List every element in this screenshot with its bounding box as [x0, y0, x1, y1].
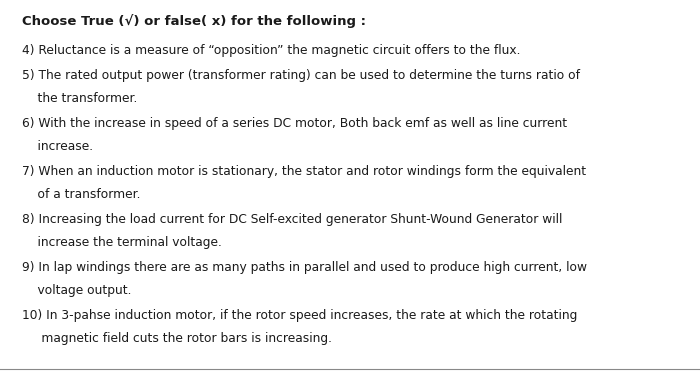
Text: of a transformer.: of a transformer. [22, 188, 141, 201]
Text: 7) When an induction motor is stationary, the stator and rotor windings form the: 7) When an induction motor is stationary… [22, 166, 586, 178]
Text: 9) In lap windings there are as many paths in parallel and used to produce high : 9) In lap windings there are as many pat… [22, 262, 587, 274]
Text: 10) In 3-pahse induction motor, if the rotor speed increases, the rate at which : 10) In 3-pahse induction motor, if the r… [22, 310, 578, 322]
Text: magnetic field cuts the rotor bars is increasing.: magnetic field cuts the rotor bars is in… [22, 332, 332, 345]
Text: 8) Increasing the load current for DC Self-excited generator Shunt-Wound Generat: 8) Increasing the load current for DC Se… [22, 213, 562, 227]
Text: increase.: increase. [22, 140, 93, 153]
Text: 6) With the increase in speed of a series DC motor, Both back emf as well as lin: 6) With the increase in speed of a serie… [22, 118, 567, 130]
Text: 5) The rated output power (transformer rating) can be used to determine the turn: 5) The rated output power (transformer r… [22, 69, 580, 83]
Text: the transformer.: the transformer. [22, 92, 137, 105]
Text: 4) Reluctance is a measure of “opposition” the magnetic circuit offers to the fl: 4) Reluctance is a measure of “oppositio… [22, 44, 521, 57]
Text: voltage output.: voltage output. [22, 284, 132, 297]
Text: Choose True (√) or false( x) for the following :: Choose True (√) or false( x) for the fol… [22, 14, 366, 28]
Text: increase the terminal voltage.: increase the terminal voltage. [22, 236, 222, 249]
